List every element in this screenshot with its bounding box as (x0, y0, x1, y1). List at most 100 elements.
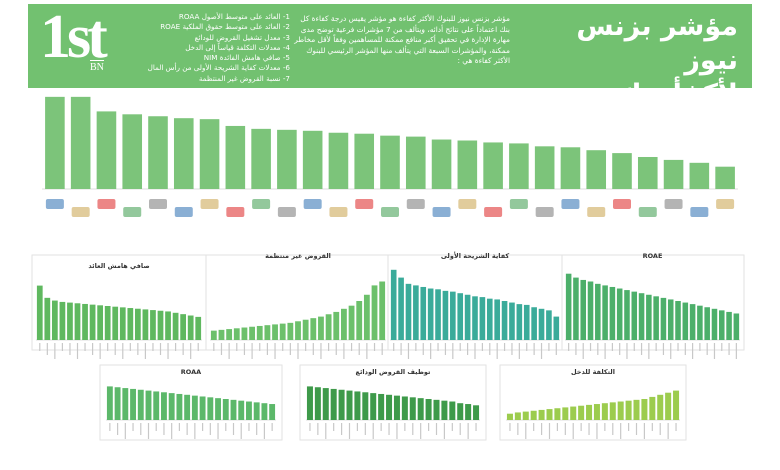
bar (215, 398, 221, 420)
bar (465, 404, 472, 420)
bar (450, 291, 456, 340)
bar (354, 133, 375, 189)
bar (318, 316, 324, 340)
bar (726, 311, 732, 340)
bar (660, 297, 667, 340)
bar (435, 289, 441, 340)
bank-logo (509, 199, 528, 209)
bar (682, 302, 689, 340)
bar (225, 125, 246, 189)
bar (609, 286, 616, 340)
bar (82, 303, 88, 340)
bar (393, 395, 400, 420)
bar (145, 390, 152, 420)
bar (59, 301, 66, 340)
bar (593, 404, 600, 420)
bar (431, 139, 452, 189)
bar (565, 273, 572, 340)
bar (386, 394, 393, 420)
bar (341, 308, 347, 340)
bar (612, 153, 632, 189)
bar (570, 406, 577, 420)
bar (36, 285, 43, 340)
bar (516, 304, 523, 340)
bar (226, 329, 233, 340)
bar (302, 319, 309, 340)
bar (641, 399, 648, 420)
bar (530, 410, 537, 420)
chart-title: القروض غير منتظمة (265, 252, 331, 260)
bar (348, 305, 355, 340)
bar (633, 399, 640, 420)
bar (546, 409, 553, 420)
panel (99, 364, 283, 441)
bank-logo (561, 199, 580, 209)
bank-logo (329, 207, 348, 217)
bar (554, 408, 561, 420)
panel (299, 364, 487, 441)
bar (148, 116, 168, 189)
bar (427, 288, 434, 340)
bar (715, 166, 735, 189)
bar (222, 399, 229, 420)
bar (253, 402, 260, 420)
bar (413, 285, 419, 340)
bar (173, 118, 194, 189)
bank-logo (45, 199, 64, 209)
bar (553, 316, 560, 340)
bar (538, 308, 545, 340)
bar (354, 391, 361, 420)
bar (697, 305, 703, 340)
bar (509, 143, 529, 189)
bar (663, 159, 684, 189)
bar (96, 111, 117, 189)
criterion: 4- معدلات التكلفة قياساً إلى الدخل (185, 42, 290, 52)
bank-logo (123, 207, 142, 217)
bar (531, 307, 537, 340)
bar (153, 391, 160, 420)
criterion: 5- صافي هامش الفائدة NIM (203, 53, 290, 63)
bank-logo (638, 207, 657, 217)
bar (609, 402, 616, 420)
bar (433, 399, 440, 420)
panel (561, 254, 745, 351)
bar (409, 397, 416, 420)
bar (325, 314, 332, 340)
bar (649, 396, 656, 420)
bar (602, 285, 608, 340)
chart-title: ROAE (643, 252, 663, 260)
bank-logo (484, 207, 503, 217)
bar (586, 404, 593, 420)
chart-title: ROAA (181, 368, 201, 376)
bank-logo (381, 207, 399, 217)
bar (279, 323, 286, 340)
bar (562, 407, 569, 420)
bar (67, 302, 73, 340)
title-line: مؤشر بزنس نيوز (576, 11, 738, 76)
bar (199, 396, 206, 420)
bar (379, 281, 386, 340)
bar (689, 162, 710, 189)
bank-logo (690, 207, 709, 217)
bar (362, 392, 369, 420)
bar (625, 400, 632, 420)
bar (646, 294, 652, 340)
bar (161, 392, 167, 420)
bar (330, 388, 337, 420)
bar (218, 329, 225, 340)
bar (457, 293, 464, 340)
bar (637, 156, 658, 189)
criterion: 6- معدلات كفاية الشريحة الأولى من رأس ال… (147, 63, 290, 73)
bar (538, 409, 545, 420)
bar (405, 136, 426, 189)
bar (150, 310, 156, 340)
bar (246, 401, 252, 420)
bar (97, 305, 104, 340)
bar (256, 325, 263, 340)
bar (157, 310, 164, 340)
criteria-list: 1- العائد على متوسط الأصول ROAA 2- العائ… (120, 12, 290, 84)
bar (172, 312, 179, 340)
bar (617, 401, 624, 420)
bar (314, 387, 321, 420)
